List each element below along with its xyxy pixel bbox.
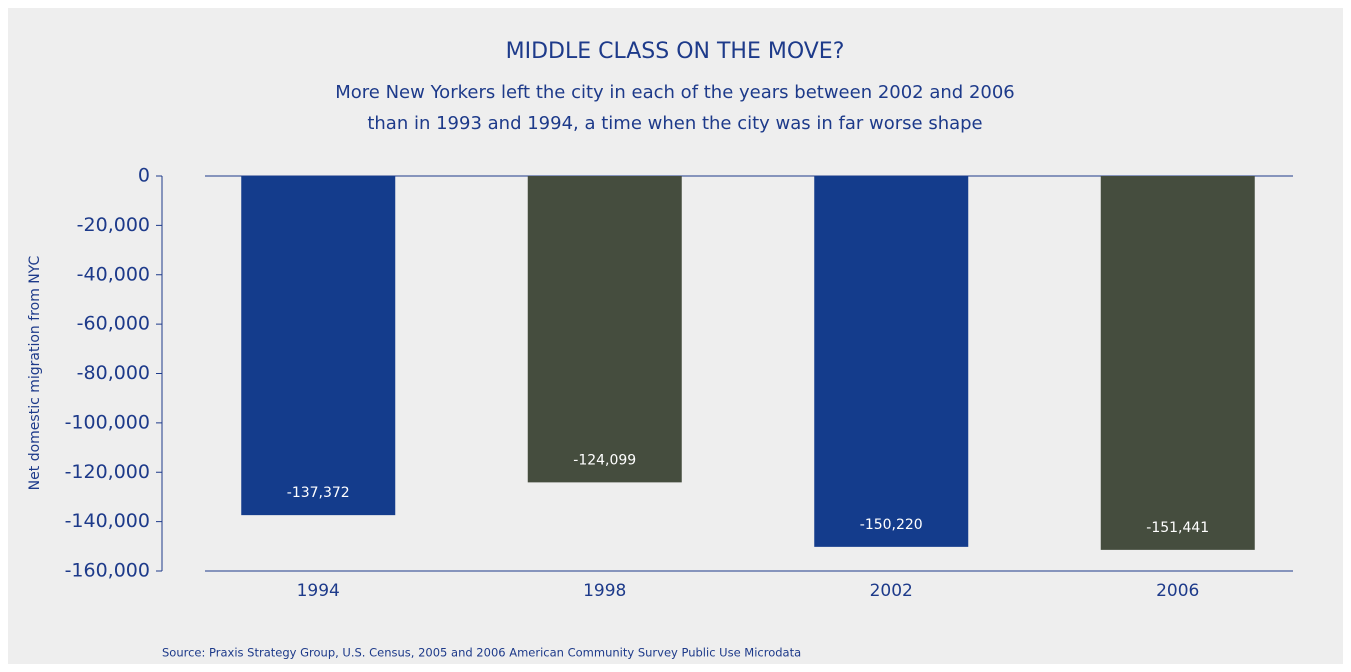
x-tick-label: 2002 (870, 581, 913, 601)
x-tick-label: 2006 (1156, 581, 1199, 601)
x-tick-label: 1998 (583, 581, 626, 601)
source: Source: Praxis Strategy Group, U.S. Cens… (162, 646, 801, 660)
chart-title: MIDDLE CLASS ON THE MOVE? (506, 39, 845, 64)
data-label: -124,099 (573, 452, 636, 468)
bar (1100, 176, 1255, 550)
y-tick-label: -140,000 (65, 510, 150, 532)
y-tick-label: -60,000 (77, 313, 150, 335)
y-tick-label: -80,000 (77, 362, 150, 384)
y-tick-label: -20,000 (77, 214, 150, 236)
bar (527, 176, 682, 483)
bar (814, 176, 969, 547)
data-label: -137,372 (287, 485, 350, 501)
bar (241, 176, 396, 516)
subtitle: More New Yorkers left the city in each o… (335, 82, 1015, 103)
data-label: -151,441 (1146, 520, 1209, 536)
data-label: -150,220 (860, 517, 923, 533)
x-tick-label: 1994 (297, 581, 340, 601)
y-tick-label: -40,000 (77, 263, 150, 285)
y-tick-label: -160,000 (65, 560, 150, 582)
y-tick-label: -100,000 (65, 411, 150, 433)
y-tick-label: -120,000 (65, 461, 150, 483)
y-axis-label: Net domestic migration from NYC (27, 255, 43, 490)
subtitle: than in 1993 and 1994, a time when the c… (367, 113, 982, 134)
y-tick-label: 0 (138, 165, 150, 187)
